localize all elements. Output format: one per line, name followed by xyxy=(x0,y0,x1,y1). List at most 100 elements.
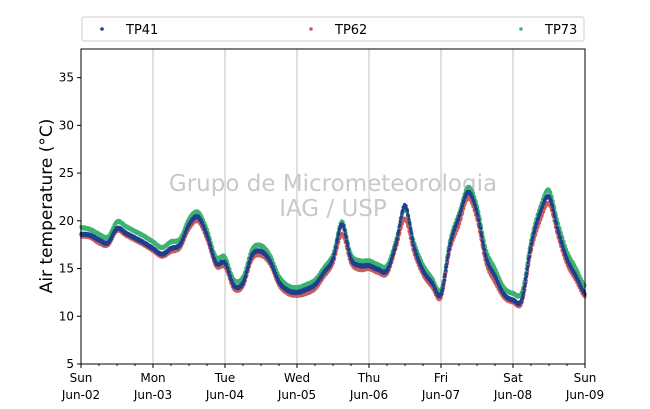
data-point xyxy=(407,217,411,221)
data-point xyxy=(522,287,526,291)
data-point xyxy=(207,239,211,243)
x-tick-label-date: Jun-04 xyxy=(205,388,244,402)
y-tick-label: 25 xyxy=(59,166,74,180)
legend-label-tp62: TP62 xyxy=(334,23,367,38)
x-tick-label-day: Tue xyxy=(214,371,236,385)
data-point xyxy=(526,261,530,265)
data-point xyxy=(447,247,451,251)
data-point xyxy=(409,231,414,235)
watermark: Grupo de Micrometeorologia IAG / USP xyxy=(169,171,497,222)
data-point xyxy=(578,274,582,278)
data-point xyxy=(446,255,450,260)
data-point xyxy=(389,259,393,264)
data-point xyxy=(454,232,458,236)
data-point xyxy=(444,268,448,272)
data-point xyxy=(540,214,544,218)
data-point xyxy=(334,244,338,248)
x-tick-label-day: Fri xyxy=(434,371,448,385)
data-point xyxy=(390,257,394,261)
data-point xyxy=(248,259,252,264)
data-point xyxy=(337,229,341,233)
data-point xyxy=(482,248,487,252)
data-point xyxy=(441,286,445,291)
x-tick-label-day: Thu xyxy=(357,371,381,385)
data-point xyxy=(526,265,530,269)
data-point xyxy=(542,209,546,214)
x-axis: Sun Jun-02 Mon Jun-03 Tue Jun-04 Wed Jun-05 Thu J… xyxy=(61,364,604,402)
data-point xyxy=(530,238,534,243)
data-point xyxy=(246,265,250,269)
data-point xyxy=(347,248,351,252)
data-point xyxy=(459,207,464,211)
data-point xyxy=(459,216,463,220)
data-point xyxy=(397,228,401,232)
data-point xyxy=(539,216,543,220)
data-point xyxy=(348,254,352,258)
vertical-gridlines xyxy=(152,49,514,364)
data-point xyxy=(560,242,564,246)
data-point xyxy=(444,265,448,269)
data-point xyxy=(330,260,334,264)
data-point xyxy=(481,244,486,248)
data-point xyxy=(404,204,408,208)
data-point xyxy=(224,262,229,266)
data-point xyxy=(391,252,396,256)
data-point xyxy=(272,268,276,272)
data-point xyxy=(337,232,341,236)
data-point xyxy=(539,209,543,213)
data-point xyxy=(565,247,569,251)
data-point xyxy=(521,295,525,299)
y-tick-label: 35 xyxy=(59,71,74,85)
data-point xyxy=(226,267,230,271)
data-point xyxy=(333,248,337,253)
data-point xyxy=(417,259,421,264)
data-point xyxy=(111,234,115,238)
data-point xyxy=(477,222,482,226)
data-point xyxy=(203,227,207,232)
data-point xyxy=(445,262,449,266)
x-tick-label-day: Sun xyxy=(574,371,597,385)
series-tp41 xyxy=(79,189,587,307)
data-point xyxy=(408,226,412,230)
watermark-line-2: IAG / USP xyxy=(279,196,387,222)
y-tick-label: 10 xyxy=(59,309,74,323)
data-point xyxy=(395,236,400,241)
x-tick-label-date: Jun-06 xyxy=(349,388,388,402)
data-point xyxy=(398,219,402,224)
data-point xyxy=(561,244,565,248)
data-point xyxy=(245,268,249,272)
legend-marker-tp41 xyxy=(100,27,104,31)
data-point xyxy=(522,290,526,295)
data-point xyxy=(224,256,228,260)
data-point xyxy=(242,278,247,283)
data-point xyxy=(535,221,539,225)
data-point xyxy=(338,226,342,231)
data-point xyxy=(413,248,418,253)
data-point xyxy=(343,228,347,233)
data-point xyxy=(458,212,462,216)
data-point xyxy=(528,248,532,252)
data-point xyxy=(529,246,533,250)
data-point xyxy=(400,222,405,226)
legend: TP41 TP62 TP73 xyxy=(81,16,585,42)
data-point xyxy=(554,222,559,226)
data-point xyxy=(527,255,531,259)
legend-label-tp73: TP73 xyxy=(544,23,577,38)
data-point xyxy=(274,272,278,276)
data-point xyxy=(453,228,457,232)
data-point xyxy=(449,240,453,245)
data-point xyxy=(549,191,553,195)
x-tick-label-date: Jun-08 xyxy=(493,388,532,402)
data-point xyxy=(471,195,475,200)
x-tick-label-day: Sun xyxy=(70,371,93,385)
data-point xyxy=(495,271,500,275)
data-point xyxy=(439,292,443,297)
x-tick-label-date: Jun-09 xyxy=(565,388,604,402)
data-point xyxy=(336,236,340,241)
data-point xyxy=(523,282,527,286)
data-point xyxy=(562,249,567,253)
data-point xyxy=(540,205,545,209)
data-point xyxy=(332,255,336,259)
data-point xyxy=(398,222,402,227)
